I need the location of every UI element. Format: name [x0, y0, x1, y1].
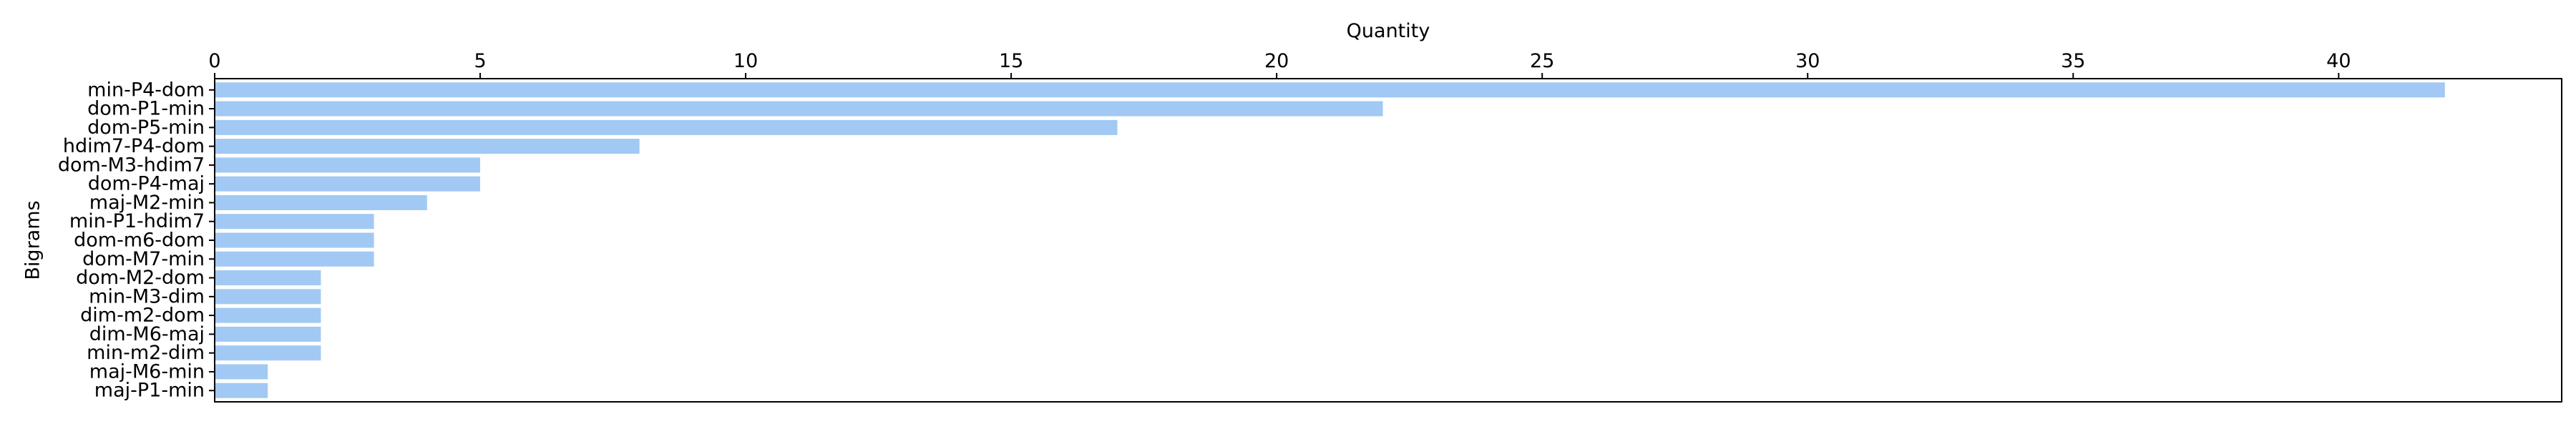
y-tick-label: dom-P4-maj — [88, 173, 205, 195]
y-tick-label: maj-P1-min — [94, 380, 205, 402]
y-tick-label: hdim7-P4-dom — [63, 135, 205, 157]
x-tick-label: 15 — [999, 50, 1023, 72]
x-axis-ticks: 0 5 10 15 20 25 30 35 40 — [208, 50, 2351, 79]
y-tick-label: dom-M2-dom — [76, 267, 205, 289]
x-tick-label: 30 — [1795, 50, 1820, 72]
bar-dom-P5-min — [215, 119, 1118, 135]
bar-dim-M6-maj — [215, 326, 321, 342]
x-tick-label: 25 — [1530, 50, 1554, 72]
x-tick-label: 20 — [1264, 50, 1289, 72]
bars — [215, 82, 2445, 398]
bar-min-M3-dim — [215, 289, 321, 305]
x-axis-title: Quantity — [1347, 20, 1430, 42]
y-tick-label: min-P1-hdim7 — [69, 210, 205, 232]
y-tick-label: maj-M2-min — [89, 192, 205, 214]
bar-min-P1-hdim7 — [215, 214, 374, 230]
y-axis-title: Bigrams — [22, 200, 44, 280]
x-tick-label: 5 — [474, 50, 486, 72]
x-tick-label: 10 — [733, 50, 758, 72]
bar-dom-M2-dom — [215, 270, 321, 286]
y-tick-label: dom-P1-min — [87, 98, 205, 120]
y-tick-label: min-P4-dom — [87, 79, 205, 101]
y-tick-label: min-M3-dim — [89, 285, 205, 307]
bar-dom-P1-min — [215, 101, 1383, 117]
bar-min-P4-dom — [215, 82, 2445, 98]
bar-dom-m6-dom — [215, 232, 374, 248]
bar-dom-P4-maj — [215, 176, 481, 192]
bar-maj-P1-min — [215, 383, 268, 398]
y-axis-ticks: min-P4-domdom-P1-mindom-P5-minhdim7-P4-d… — [58, 79, 215, 402]
bar-dim-m2-dom — [215, 307, 321, 323]
bar-hdim7-P4-dom — [215, 139, 640, 154]
x-tick-label: 40 — [2326, 50, 2351, 72]
bar-dom-M7-min — [215, 251, 374, 267]
y-tick-label: dim-M6-maj — [89, 323, 205, 345]
bar-min-m2-dim — [215, 345, 321, 361]
y-tick-label: dim-m2-dom — [80, 305, 205, 327]
y-tick-label: dom-M3-hdim7 — [58, 154, 205, 176]
y-tick-label: dom-m6-dom — [74, 230, 205, 252]
y-tick-label: maj-M6-min — [89, 360, 205, 383]
bar-dom-M3-hdim7 — [215, 157, 481, 173]
y-tick-label: min-m2-dim — [87, 342, 205, 364]
x-tick-label: 0 — [208, 50, 220, 72]
y-tick-label: dom-P5-min — [87, 117, 205, 139]
bar-maj-M2-min — [215, 194, 427, 210]
x-tick-label: 35 — [2061, 50, 2085, 72]
y-tick-label: dom-M7-min — [82, 248, 205, 270]
bar-maj-M6-min — [215, 364, 268, 380]
